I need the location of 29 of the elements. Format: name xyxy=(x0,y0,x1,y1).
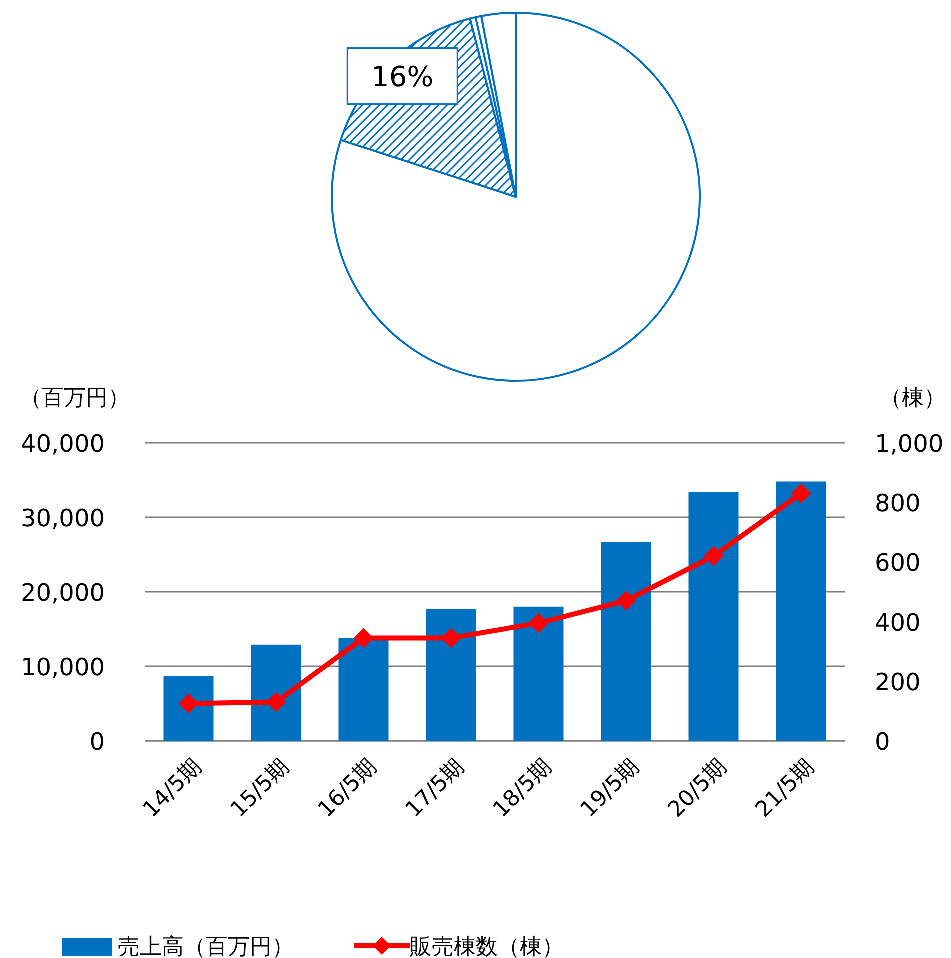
pie-slice xyxy=(331,12,701,382)
point xyxy=(791,484,812,504)
y-tick-label: 10,000 xyxy=(21,654,105,682)
bar xyxy=(514,606,564,741)
y2-axis-title: （棟） xyxy=(880,386,946,411)
y2-tick-label: 1,000 xyxy=(875,430,944,458)
point xyxy=(616,590,636,611)
bar xyxy=(776,482,826,741)
point xyxy=(704,546,724,566)
y2-tick-label: 400 xyxy=(875,608,921,637)
legend-label: 販売棟数（棟） xyxy=(410,935,564,958)
y2-tick-label: 0 xyxy=(875,728,890,756)
y2-tick-label: 800 xyxy=(875,490,921,518)
bar xyxy=(688,492,739,741)
point xyxy=(528,613,549,634)
bar xyxy=(251,644,302,741)
bar xyxy=(601,542,652,741)
legend-label: 売上高（百万円） xyxy=(118,935,294,958)
y-tick-label: 20,000 xyxy=(21,579,105,607)
y-axis-title: （百万円） xyxy=(20,386,130,411)
y2-tick-label: 200 xyxy=(875,668,921,696)
bar xyxy=(426,609,476,741)
y-tick-label: 30,000 xyxy=(21,504,105,532)
bar xyxy=(338,638,389,741)
bar xyxy=(164,676,214,741)
y2-tick-label: 600 xyxy=(875,549,921,578)
y-tick-label: 0 xyxy=(90,728,105,756)
y-tick-label: 40,000 xyxy=(21,430,105,458)
data-label: 16% xyxy=(372,60,434,94)
